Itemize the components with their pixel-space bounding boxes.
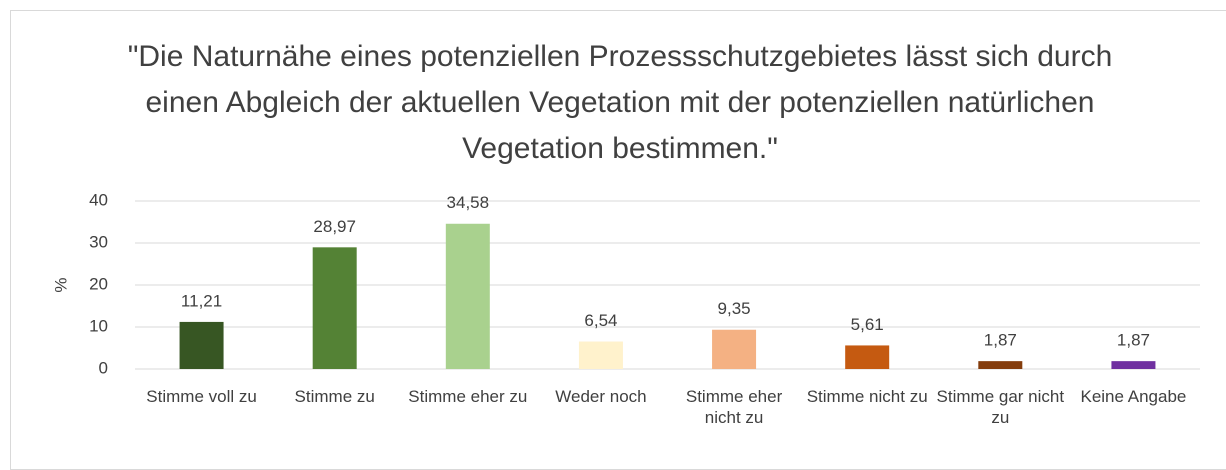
data-label: 34,58	[447, 193, 490, 212]
bar	[978, 361, 1023, 369]
x-tick-label: Stimme voll zu	[146, 387, 257, 406]
bar	[445, 223, 490, 369]
data-label: 1,87	[984, 331, 1017, 350]
x-tick-label: Stimme eher nicht zu	[685, 387, 783, 427]
data-label: 5,61	[851, 315, 884, 334]
chart-title: "Die Naturnähe eines potenziellen Prozes…	[127, 40, 1113, 165]
y-axis-label: %	[51, 277, 70, 292]
x-tick-label: Stimme gar nicht zu	[936, 387, 1065, 427]
y-tick-label: 0	[99, 358, 108, 377]
bar	[1111, 361, 1156, 369]
bar	[712, 329, 757, 369]
bar	[845, 345, 890, 369]
bar	[578, 341, 623, 369]
data-label: 9,35	[718, 299, 751, 318]
x-tick-label: Weder noch	[555, 387, 647, 406]
data-label: 11,21	[181, 291, 222, 310]
chart: % 0 10 20 30 40 11,21 28,97 34,58 6,54 9,35 5,61 1,8…	[51, 190, 1200, 377]
x-tick-label: Stimme nicht zu	[806, 387, 928, 406]
x-tick-label: Stimme zu	[294, 387, 375, 406]
page: "Die Naturnähe eines potenziellen Prozes…	[10, 10, 1226, 470]
data-label: 6,54	[584, 311, 617, 330]
y-tick-label: 30	[89, 232, 108, 251]
bar	[312, 247, 357, 369]
x-tick-label: Stimme eher zu	[408, 387, 528, 406]
y-tick-label: 20	[89, 274, 108, 293]
bar	[179, 321, 224, 369]
y-tick-label: 10	[89, 316, 108, 335]
y-tick-label: 40	[89, 190, 108, 209]
data-label: 28,97	[313, 217, 356, 236]
data-label: 1,87	[1117, 331, 1150, 350]
x-tick-label: Keine Angabe	[1080, 387, 1187, 406]
